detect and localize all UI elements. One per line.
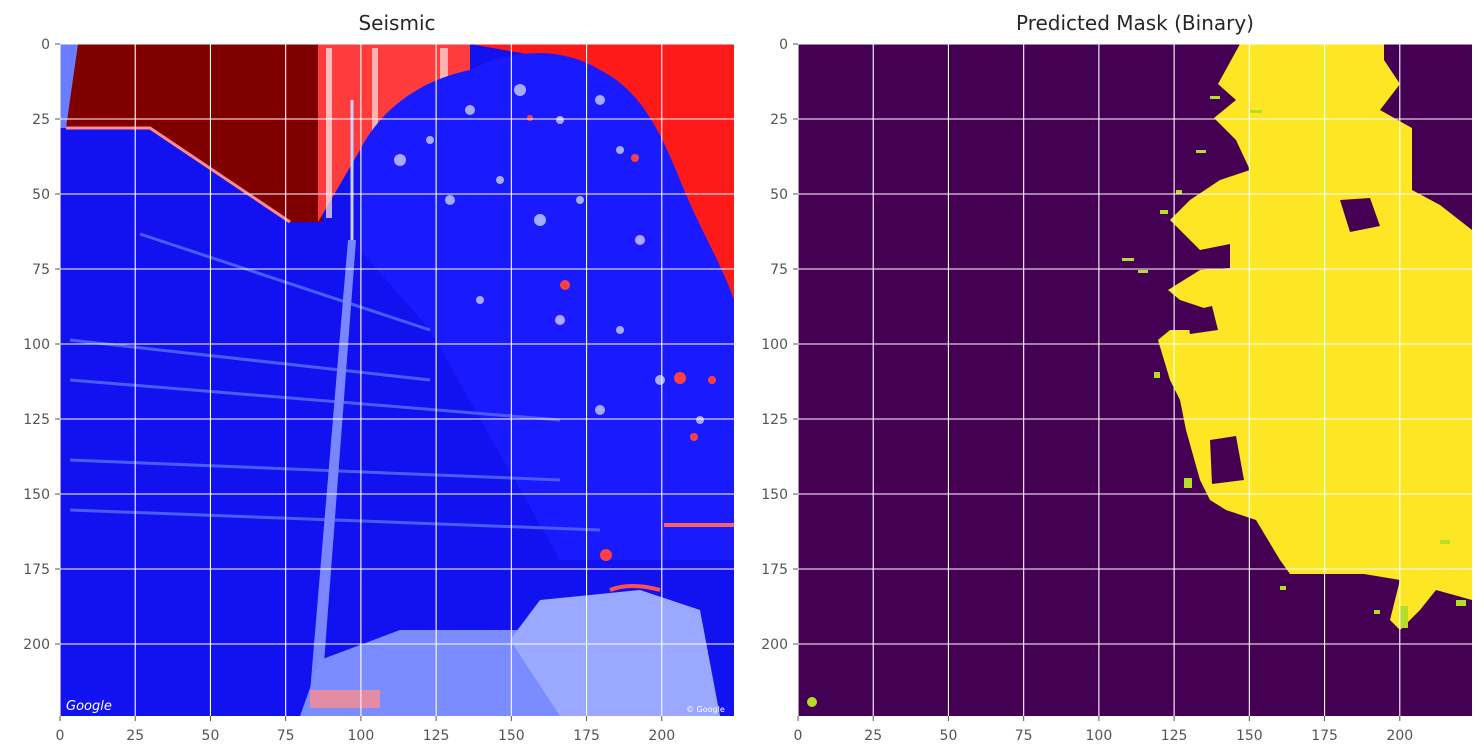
tree-canopy	[360, 53, 734, 560]
seismic-xtick-label: 50	[202, 728, 220, 744]
seismic-ytick-label: 100	[23, 337, 50, 353]
mask-xtick-label: 100	[1086, 728, 1113, 744]
seismic-axis-ticks: 0 25 50 75 100 125 150 175 200 0 25 50 75 100 125 150 17…	[23, 37, 675, 744]
sky-region-right	[470, 44, 734, 300]
sign-spot	[600, 549, 612, 561]
mask-grid	[797, 43, 1472, 716]
google-copyright: © Google	[686, 705, 725, 714]
mask-axis-ticks: 0 25 50 75 100 125 150 175 200 0 25 50 75 100 125 150 17…	[761, 37, 1413, 744]
mask-ytick-label: 75	[770, 262, 788, 278]
seismic-xtick-label: 125	[423, 728, 450, 744]
mask-ytick-label: 150	[761, 487, 788, 503]
mask-xtick-label: 75	[1015, 728, 1033, 744]
mask-ytick-label: 175	[761, 562, 788, 578]
mask-xtick-label: 125	[1161, 728, 1188, 744]
mask-xtick-label: 200	[1386, 728, 1413, 744]
seismic-title: Seismic	[358, 11, 435, 35]
seismic-xtick-label: 150	[498, 728, 525, 744]
seismic-ytick-label: 175	[23, 562, 50, 578]
seismic-ytick-label: 0	[41, 37, 50, 53]
lamp-post	[308, 240, 356, 716]
seismic-xtick-label: 100	[348, 728, 375, 744]
mask-ytick-label: 200	[761, 637, 788, 653]
canopy-speckles	[394, 84, 704, 424]
seismic-xtick-label: 25	[126, 728, 144, 744]
mask-holes	[1186, 198, 1380, 484]
seismic-xtick-label: 175	[573, 728, 600, 744]
tower-stripe-1	[326, 48, 332, 218]
canopy-red-spots	[527, 115, 716, 441]
seismic-ytick-label: 75	[32, 262, 50, 278]
seismic-xtick-label: 75	[277, 728, 295, 744]
car-2	[510, 590, 720, 716]
left-sliver	[60, 44, 78, 128]
seismic-grid	[59, 43, 734, 716]
seismic-xtick-label: 200	[648, 728, 675, 744]
mask-ytick-label: 0	[779, 37, 788, 53]
tower-stripe-2	[372, 48, 378, 148]
mask-foreground-region	[1158, 44, 1472, 630]
mask-ytick-label: 100	[761, 337, 788, 353]
mask-ytick-label: 25	[770, 112, 788, 128]
mask-xtick-label: 175	[1311, 728, 1338, 744]
mask-xtick-label: 25	[864, 728, 882, 744]
mask-title: Predicted Mask (Binary)	[1016, 11, 1254, 35]
roof-edge	[66, 126, 291, 224]
mask-xtick-label: 150	[1236, 728, 1263, 744]
mask-xtick-label: 50	[940, 728, 958, 744]
google-watermark: Google	[66, 699, 112, 714]
seismic-xtick-label: 0	[56, 728, 65, 744]
seismic-image: Google © Google	[60, 44, 734, 716]
seismic-ytick-label: 150	[23, 487, 50, 503]
mask-ytick-label: 125	[761, 412, 788, 428]
seismic-ytick-label: 200	[23, 637, 50, 653]
car-taillight	[310, 690, 380, 708]
mask-image	[798, 44, 1472, 716]
car-roof-highlight	[609, 584, 661, 592]
mask-ytick-label: 50	[770, 187, 788, 203]
seismic-ytick-label: 125	[23, 412, 50, 428]
seismic-panel: Seismic	[23, 11, 734, 744]
seismic-ytick-label: 50	[32, 187, 50, 203]
seismic-ytick-label: 25	[32, 112, 50, 128]
mask-xtick-label: 0	[794, 728, 803, 744]
mask-speckles	[807, 96, 1466, 707]
mask-panel: Predicted Mask (Binary) 0 25 50 75 100 125 1	[761, 11, 1472, 744]
sky-region-left	[60, 44, 322, 222]
